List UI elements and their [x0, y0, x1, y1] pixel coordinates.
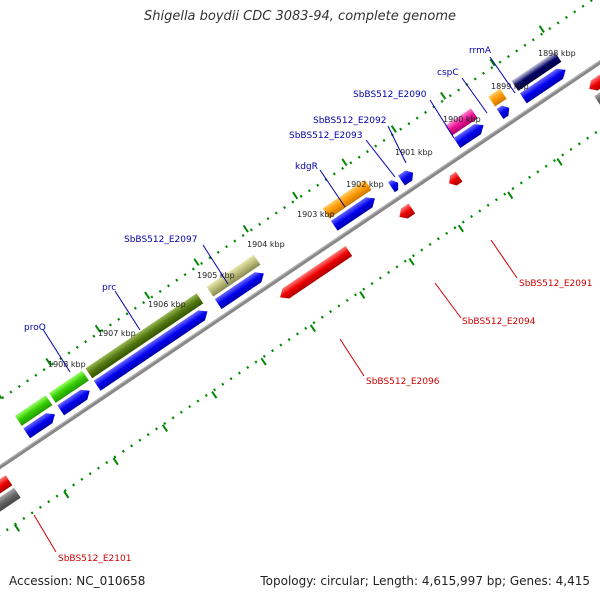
gene-label-cspC[interactable]: cspC [437, 68, 459, 78]
gene-labels-top: rrmA cspC SbBS512_E2090 SbBS512_E2092 Sb… [24, 46, 516, 373]
tick-label: 1903 kbp [297, 210, 335, 219]
ruler-tick [408, 257, 415, 266]
ruler-tick [489, 58, 496, 67]
cds-arrow[interactable] [330, 193, 378, 231]
reverse-cds-arrows [0, 61, 600, 515]
tick-label: 1899 kbp [491, 82, 529, 91]
genome-backbone [0, 40, 600, 492]
cds-arrow[interactable] [214, 268, 267, 310]
SbBS512_E2090-feature[interactable] [445, 108, 478, 136]
gene-label-SbBS512_E2090[interactable]: SbBS512_E2090 [353, 90, 427, 100]
cds-arrow[interactable] [93, 306, 211, 391]
gene-label-SbBS512_E2097[interactable]: SbBS512_E2097 [124, 235, 197, 245]
SbBS512_E2093-arrow[interactable] [388, 178, 401, 193]
gene-label-prc[interactable]: prc [102, 283, 116, 293]
tick-label: 1904 kbp [247, 240, 285, 249]
ruler-tick [507, 191, 514, 200]
ruler-tick [457, 224, 464, 233]
prc-feature[interactable] [85, 293, 204, 379]
SbBS512_E2097-feature[interactable] [206, 254, 261, 297]
ruler-tick [556, 158, 563, 166]
ruler-tick [341, 158, 348, 167]
ruler-tick [309, 324, 317, 333]
cds-arrow[interactable] [23, 409, 58, 439]
gene-feature-green[interactable] [48, 370, 89, 403]
gene-label-SbBS512_E2092[interactable]: SbBS512_E2092 [313, 116, 386, 126]
SbBS512_E2101-arrow[interactable] [0, 475, 13, 503]
tick-label: 1908 kbp [48, 360, 86, 369]
ruler-tick [144, 291, 151, 300]
gene-label-rrmA[interactable]: rrmA [469, 46, 492, 56]
gene-labels-bottom: SbBS512_E2091 SbBS512_E2094 SbBS512_E209… [33, 239, 592, 564]
cds-arrow[interactable] [453, 120, 487, 149]
SbBS512_E2091-arrow[interactable] [446, 171, 463, 189]
cds-arrow[interactable] [57, 386, 93, 416]
SbBS512_E2094-arrow[interactable] [396, 203, 416, 222]
ruler-tick [63, 490, 70, 499]
ruler-tick [112, 457, 119, 466]
gene-label-proQ[interactable]: proQ [24, 323, 46, 333]
gene-label-SbBS512_E2091[interactable]: SbBS512_E2091 [519, 279, 592, 289]
ruler-tick [193, 258, 200, 266]
ruler-tick [211, 390, 218, 399]
gene-label-SbBS512_E2094[interactable]: SbBS512_E2094 [462, 317, 536, 327]
cds-arrow[interactable] [496, 103, 513, 119]
ruler-tick-labels: 1898 kbp 1899 kbp 1900 kbp 1901 kbp 1902… [48, 49, 576, 369]
tick-label: 1902 kbp [346, 180, 384, 189]
forward-cds-arrows [23, 65, 569, 439]
tick-label: 1905 kbp [197, 271, 235, 280]
gene-label-SbBS512_E2101[interactable]: SbBS512_E2101 [58, 554, 131, 564]
cds-arrow[interactable] [519, 65, 569, 104]
tick-label: 1898 kbp [538, 49, 576, 58]
ruler-tick [45, 358, 52, 366]
tick-label: 1901 kbp [395, 148, 433, 157]
proQ-feature[interactable] [14, 395, 53, 426]
ruler-tick [161, 424, 169, 432]
SbBS512_E2096-arrow[interactable] [277, 246, 353, 302]
gene-label-kdgR[interactable]: kdgR [295, 162, 318, 172]
rrmA-feature[interactable] [511, 51, 562, 91]
ruler-tick [292, 191, 299, 200]
topology-summary: Topology: circular; Length: 4,615,997 bp… [260, 574, 590, 588]
ruler-tick [94, 324, 101, 333]
kdgR-feature[interactable] [322, 179, 372, 219]
ruler-tick [538, 25, 545, 34]
SbBS512_E2101-feature[interactable] [0, 487, 21, 515]
ruler-tick [440, 91, 447, 100]
tick-label: 1907 kbp [98, 329, 136, 338]
accession-text: Accession: NC_010658 [9, 574, 146, 588]
ruler-tick [359, 291, 366, 299]
ruler-tick [0, 391, 3, 400]
ruler-tick [13, 524, 21, 532]
ruler-top-dots [0, 0, 600, 444]
ruler-tick [260, 357, 267, 366]
tick-label: 1900 kbp [443, 115, 481, 124]
ruler-top-ticks [0, 25, 545, 400]
map-title: Shigella boydii CDC 3083-94, complete ge… [143, 9, 457, 24]
forward-strand-features [14, 51, 562, 426]
gene-label-SbBS512_E2096[interactable]: SbBS512_E2096 [366, 377, 440, 387]
cspC-feature[interactable] [488, 88, 507, 107]
cds-arrow-reverse[interactable] [586, 61, 600, 93]
gene-label-SbBS512_E2093[interactable]: SbBS512_E2093 [289, 131, 362, 141]
ruler-bottom-ticks [13, 158, 563, 532]
tick-label: 1906 kbp [148, 300, 186, 309]
ruler-bottom-dots [0, 87, 600, 537]
SbBS512_E2092-arrow[interactable] [398, 168, 416, 186]
ruler-tick [390, 125, 397, 133]
ruler-tick [242, 224, 249, 233]
